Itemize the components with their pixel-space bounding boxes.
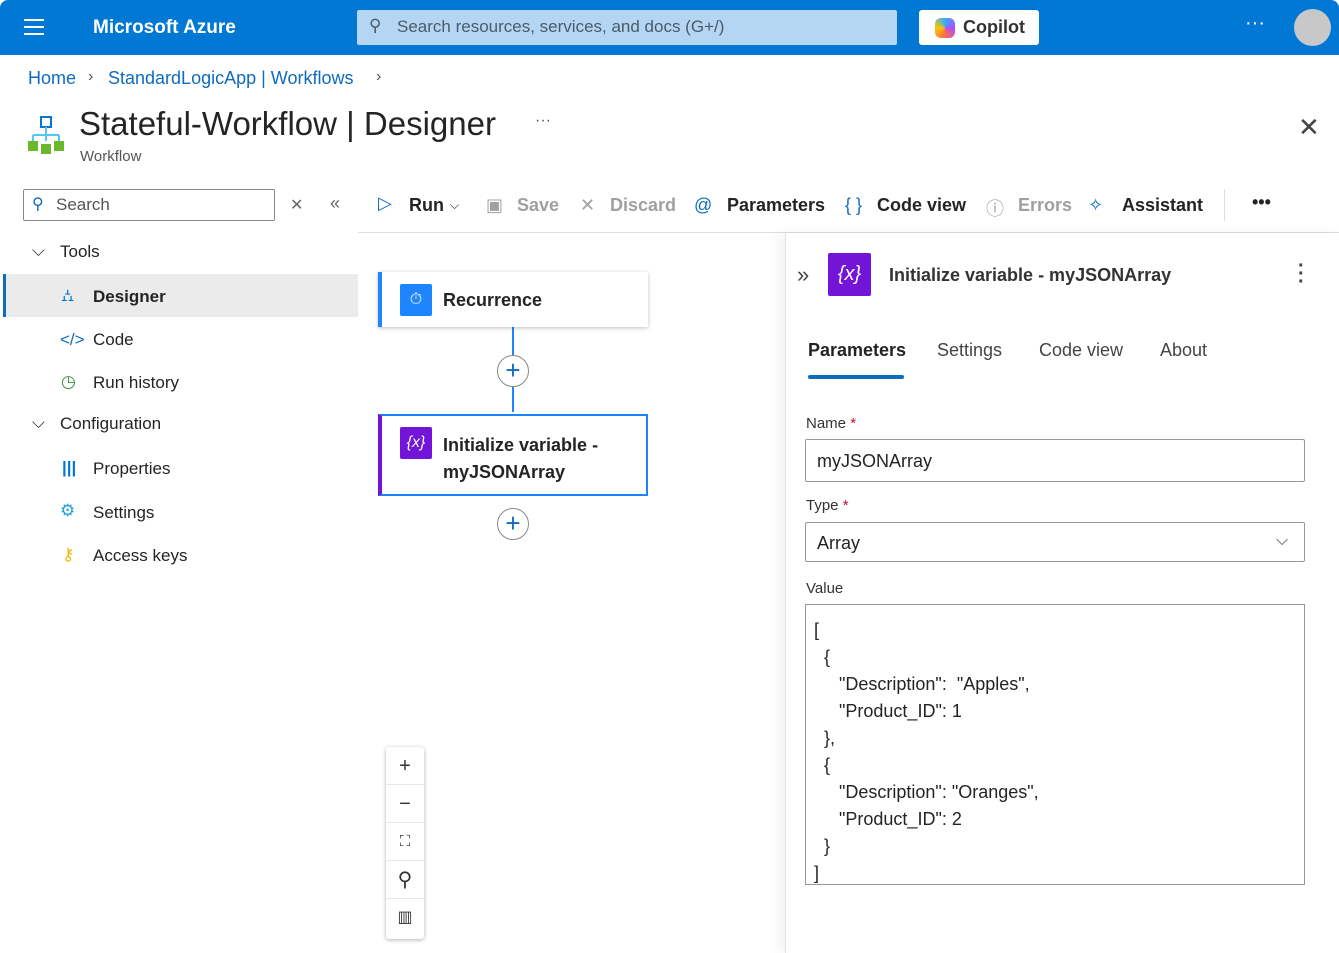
zoom-in-icon[interactable]: + bbox=[386, 747, 424, 785]
code-view-button[interactable]: Code view bbox=[877, 195, 967, 215]
sidebar-item-run-history[interactable]: Run history bbox=[93, 373, 179, 392]
properties-icon: ||| bbox=[62, 458, 77, 477]
type-label-text: Type bbox=[806, 497, 839, 514]
sidebar-item-designer[interactable] bbox=[3, 274, 358, 317]
tab-code-view[interactable]: Code view bbox=[1039, 340, 1124, 360]
sidebar-item-access-keys[interactable]: Access keys bbox=[93, 546, 188, 565]
tab-settings[interactable]: Settings bbox=[937, 340, 1003, 360]
parameters-icon: @ bbox=[694, 195, 713, 215]
run-icon: ▷ bbox=[378, 193, 392, 213]
node-label: Initialize variable - myJSONArray bbox=[443, 435, 599, 482]
zoom-out-icon[interactable]: − bbox=[386, 785, 424, 823]
errors-button[interactable]: Errors bbox=[1018, 195, 1073, 215]
search-icon[interactable]: ⚲ bbox=[386, 861, 424, 899]
sidebar-item-settings[interactable]: Settings bbox=[93, 503, 155, 522]
copilot-label: Copilot bbox=[963, 17, 1025, 37]
page-title: Stateful-Workflow | Designer bbox=[79, 105, 496, 142]
name-label: Name * bbox=[806, 415, 856, 432]
panel-title: Initialize variable - myJSONArray bbox=[889, 265, 1172, 285]
add-step-button[interactable]: + bbox=[497, 508, 529, 540]
page-more-icon[interactable]: ··· bbox=[535, 112, 551, 129]
node-initialize-variable[interactable]: {x} Initialize variable - myJSONArray bbox=[378, 414, 648, 496]
key-icon: ⚷ bbox=[62, 545, 75, 564]
sidebar-item-properties[interactable]: Properties bbox=[93, 459, 171, 478]
required-mark: * bbox=[842, 497, 849, 514]
brand-name[interactable]: Microsoft Azure bbox=[93, 17, 236, 38]
tab-about[interactable]: About bbox=[1160, 340, 1208, 360]
breadcrumb-home[interactable]: Home bbox=[28, 68, 77, 88]
minimap-icon[interactable]: ▥ bbox=[397, 909, 413, 926]
sidebar-item-code[interactable]: Code bbox=[93, 330, 134, 349]
active-tab-indicator bbox=[808, 375, 904, 379]
connector bbox=[512, 387, 514, 412]
workflow-icon bbox=[28, 116, 64, 154]
close-icon[interactable]: ✕ bbox=[1298, 112, 1320, 142]
search-icon: ⚲ bbox=[32, 196, 44, 213]
clock-icon: ⏱ bbox=[400, 284, 432, 316]
code-icon: </> bbox=[60, 330, 85, 349]
global-search-input[interactable]: Search resources, services, and docs (G+… bbox=[357, 10, 897, 45]
search-icon: ⚲ bbox=[369, 16, 382, 35]
save-icon: ▣ bbox=[486, 195, 504, 215]
tab-parameters[interactable]: Parameters bbox=[808, 340, 907, 360]
assistant-button[interactable]: Assistant bbox=[1122, 195, 1204, 215]
panel-more-icon[interactable]: · · · bbox=[1298, 255, 1305, 293]
settings-icon: ⚙ bbox=[60, 501, 76, 520]
node-label: Recurrence bbox=[443, 290, 543, 310]
run-button[interactable]: Run bbox=[409, 195, 444, 215]
node-recurrence[interactable]: ⏱ Recurrence bbox=[378, 272, 648, 327]
discard-icon: ✕ bbox=[580, 195, 596, 215]
divider bbox=[1224, 189, 1225, 221]
hamburger-menu-icon[interactable] bbox=[24, 19, 44, 40]
breadcrumb-workflows[interactable]: StandardLogicApp | Workflows bbox=[108, 68, 354, 88]
errors-icon: ⓘ bbox=[986, 199, 1004, 219]
save-button[interactable]: Save bbox=[517, 195, 560, 215]
connector bbox=[512, 327, 514, 357]
sidebar-group-configuration[interactable]: Configuration bbox=[60, 414, 162, 433]
chevron-down-icon[interactable]: ⌵ bbox=[32, 413, 45, 432]
run-history-icon: ◷ bbox=[61, 372, 76, 391]
chevron-right-icon: › bbox=[88, 68, 94, 85]
parameters-button[interactable]: Parameters bbox=[727, 195, 826, 215]
type-select[interactable]: Array bbox=[805, 522, 1305, 562]
collapse-sidebar-icon[interactable]: « bbox=[330, 193, 341, 213]
code-view-icon: { } bbox=[845, 195, 863, 215]
avatar[interactable] bbox=[1294, 9, 1331, 46]
designer-icon: ⛼ bbox=[61, 286, 75, 305]
chevron-down-icon[interactable]: ⌵ bbox=[32, 241, 45, 260]
more-icon[interactable]: ··· bbox=[1245, 12, 1265, 34]
sidebar-search-input[interactable]: Search bbox=[23, 189, 275, 221]
name-label-text: Name bbox=[806, 415, 847, 432]
discard-button[interactable]: Discard bbox=[610, 195, 677, 215]
details-panel bbox=[785, 233, 1339, 953]
chevron-down-icon[interactable]: ⌵ bbox=[1276, 532, 1289, 549]
expand-panel-icon[interactable]: » bbox=[797, 262, 810, 287]
variable-icon: {x} bbox=[828, 253, 871, 296]
divider bbox=[358, 232, 1339, 233]
copilot-icon bbox=[935, 18, 955, 38]
top-bar: Microsoft Azure Search resources, servic… bbox=[0, 0, 1339, 55]
chevron-down-icon[interactable]: ⌵ bbox=[450, 198, 460, 212]
more-actions-icon[interactable]: ••• bbox=[1252, 192, 1271, 212]
sidebar-item-designer-label: Designer bbox=[93, 287, 166, 306]
type-label: Type * bbox=[806, 497, 849, 514]
add-step-button[interactable]: + bbox=[497, 355, 529, 387]
assistant-icon: ✧ bbox=[1088, 195, 1104, 215]
zoom-controls: + − ⛶ ⚲ ▥ bbox=[386, 747, 424, 939]
clear-icon[interactable]: ✕ bbox=[290, 197, 304, 214]
variable-icon: {x} bbox=[400, 427, 432, 459]
required-mark: * bbox=[850, 415, 857, 432]
page-subtitle: Workflow bbox=[80, 148, 142, 165]
fit-view-icon[interactable]: ⛶ bbox=[386, 823, 424, 861]
name-input[interactable]: myJSONArray bbox=[805, 439, 1305, 482]
value-label: Value bbox=[806, 580, 844, 597]
value-editor[interactable]: [ { "Description": "Apples", "Product_ID… bbox=[805, 604, 1305, 885]
chevron-right-icon: › bbox=[376, 68, 382, 85]
sidebar-group-tools[interactable]: Tools bbox=[60, 242, 100, 261]
